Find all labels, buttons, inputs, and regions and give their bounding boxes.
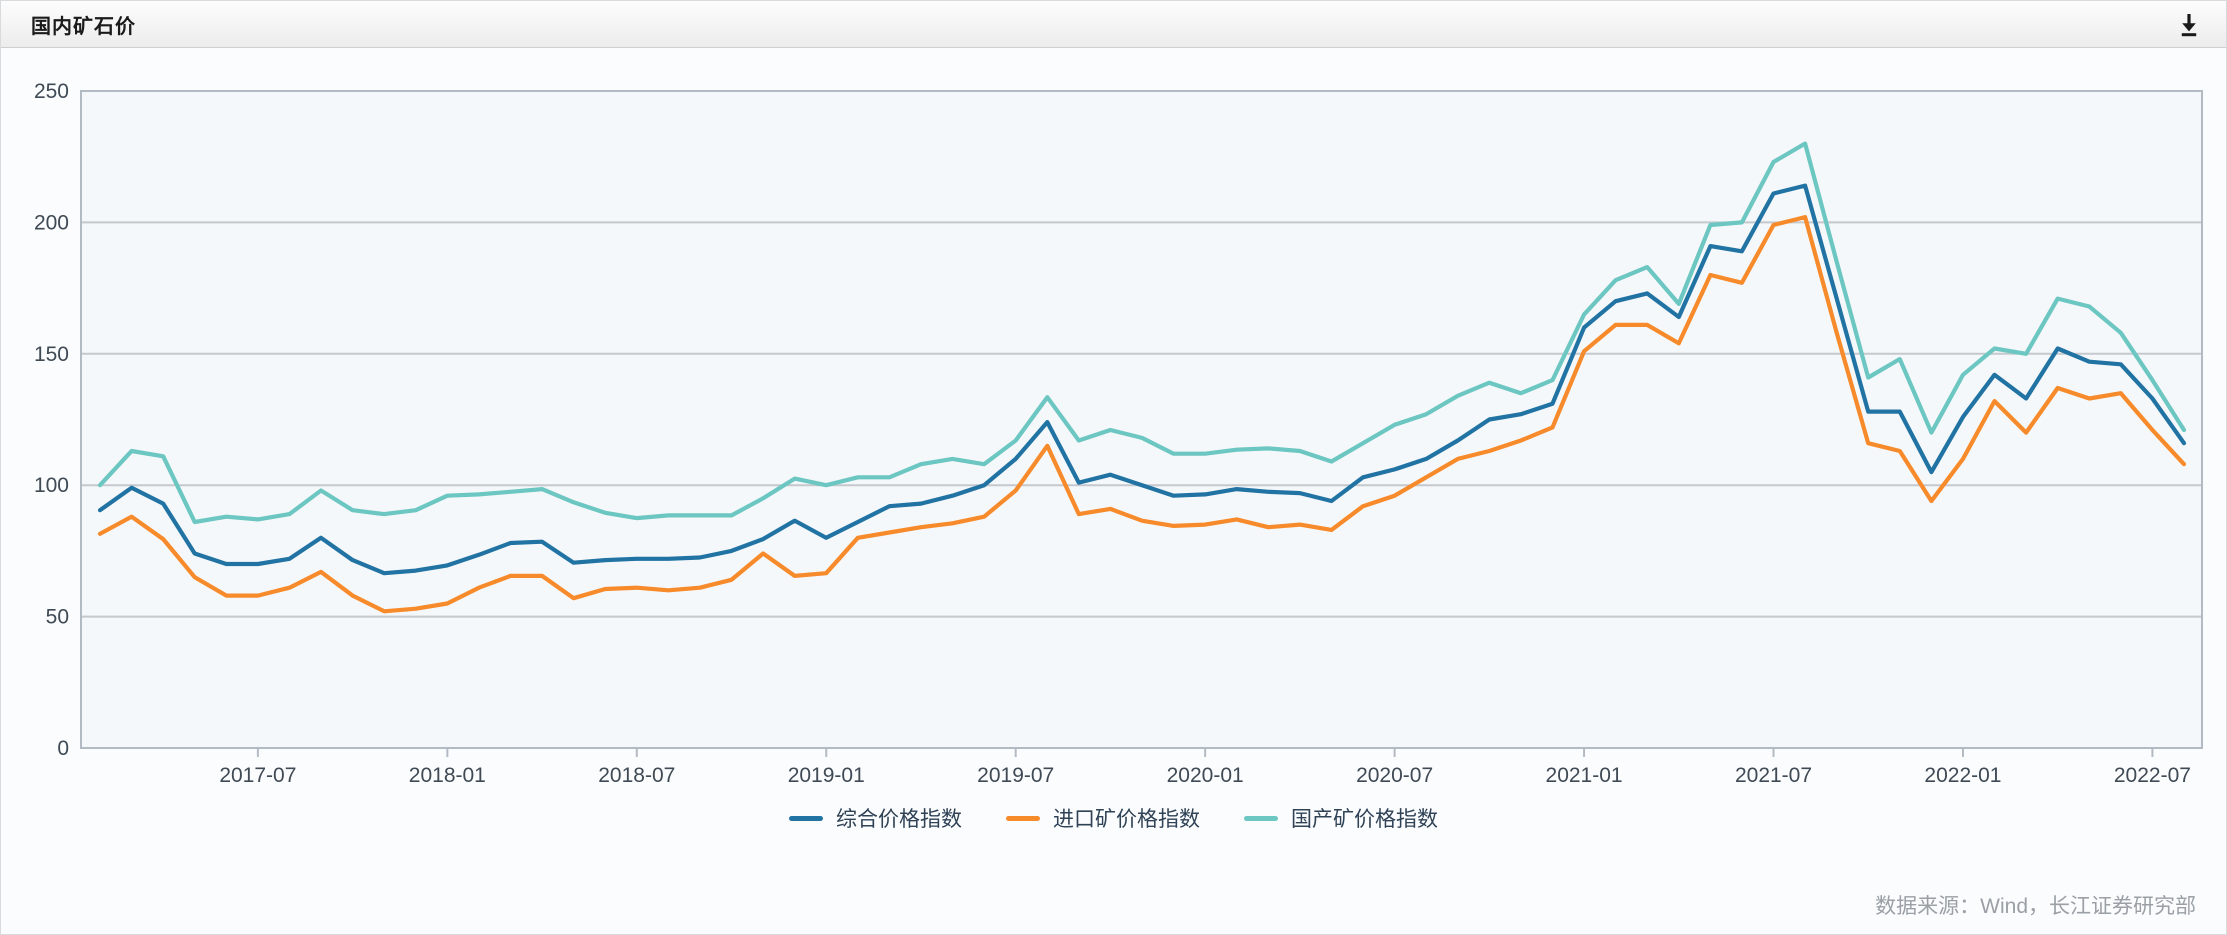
download-icon — [2181, 14, 2197, 37]
series-line-2 — [97, 141, 2187, 525]
x-tick-label: 2018-07 — [598, 764, 675, 787]
x-tick-label: 2019-01 — [788, 764, 865, 787]
chart-legend: 综合价格指数 进口矿价格指数 国产矿价格指数 — [1, 796, 2226, 840]
y-tick-label: 0 — [57, 737, 69, 760]
series-line-0 — [97, 183, 2187, 576]
plot-border — [80, 90, 2203, 749]
plot-background — [81, 91, 2202, 748]
legend-item-0[interactable]: 综合价格指数 — [789, 803, 962, 833]
price-line-chart: 0 50 100 150 200 250 2017-07 2018-01 2018-07 2019… — [34, 80, 2203, 787]
legend-dash-icon — [1244, 815, 1278, 821]
data-source-note: 数据来源：Wind，长江证券研究部 — [1875, 895, 2196, 918]
legend-item-2[interactable]: 国产矿价格指数 — [1244, 803, 1438, 833]
legend-label: 进口矿价格指数 — [1053, 808, 1200, 831]
download-button[interactable] — [2174, 10, 2204, 40]
y-tick-label: 200 — [34, 211, 69, 234]
chart-area: 0 50 100 150 200 250 2017-07 2018-01 2018-07 2019… — [1, 49, 2226, 934]
legend-label: 综合价格指数 — [836, 808, 962, 831]
x-tick-label: 2022-07 — [2114, 764, 2191, 787]
legend-dash-icon — [1006, 815, 1040, 821]
x-tick-label: 2020-01 — [1167, 764, 1244, 787]
legend-label: 国产矿价格指数 — [1291, 808, 1438, 831]
x-tick-label: 2018-01 — [409, 764, 486, 787]
series-line-1 — [97, 215, 2187, 614]
y-tick-label: 150 — [34, 343, 69, 366]
page-title: 国内矿石价 — [31, 15, 136, 38]
legend-item-1[interactable]: 进口矿价格指数 — [1006, 803, 1200, 833]
y-tick-label: 250 — [34, 80, 69, 103]
legend-dash-icon — [789, 815, 823, 821]
y-tick-label: 100 — [34, 474, 69, 497]
x-tick-label: 2020-07 — [1356, 764, 1433, 787]
x-tick-label: 2019-07 — [977, 764, 1054, 787]
y-tick-label: 50 — [46, 606, 69, 629]
widget-header: 国内矿石价 — [1, 1, 2226, 48]
x-tick-label: 2022-01 — [1924, 764, 2001, 787]
x-tick-label: 2021-01 — [1546, 764, 1623, 787]
x-tick-label: 2017-07 — [219, 764, 296, 787]
x-tick-label: 2021-07 — [1735, 764, 1812, 787]
